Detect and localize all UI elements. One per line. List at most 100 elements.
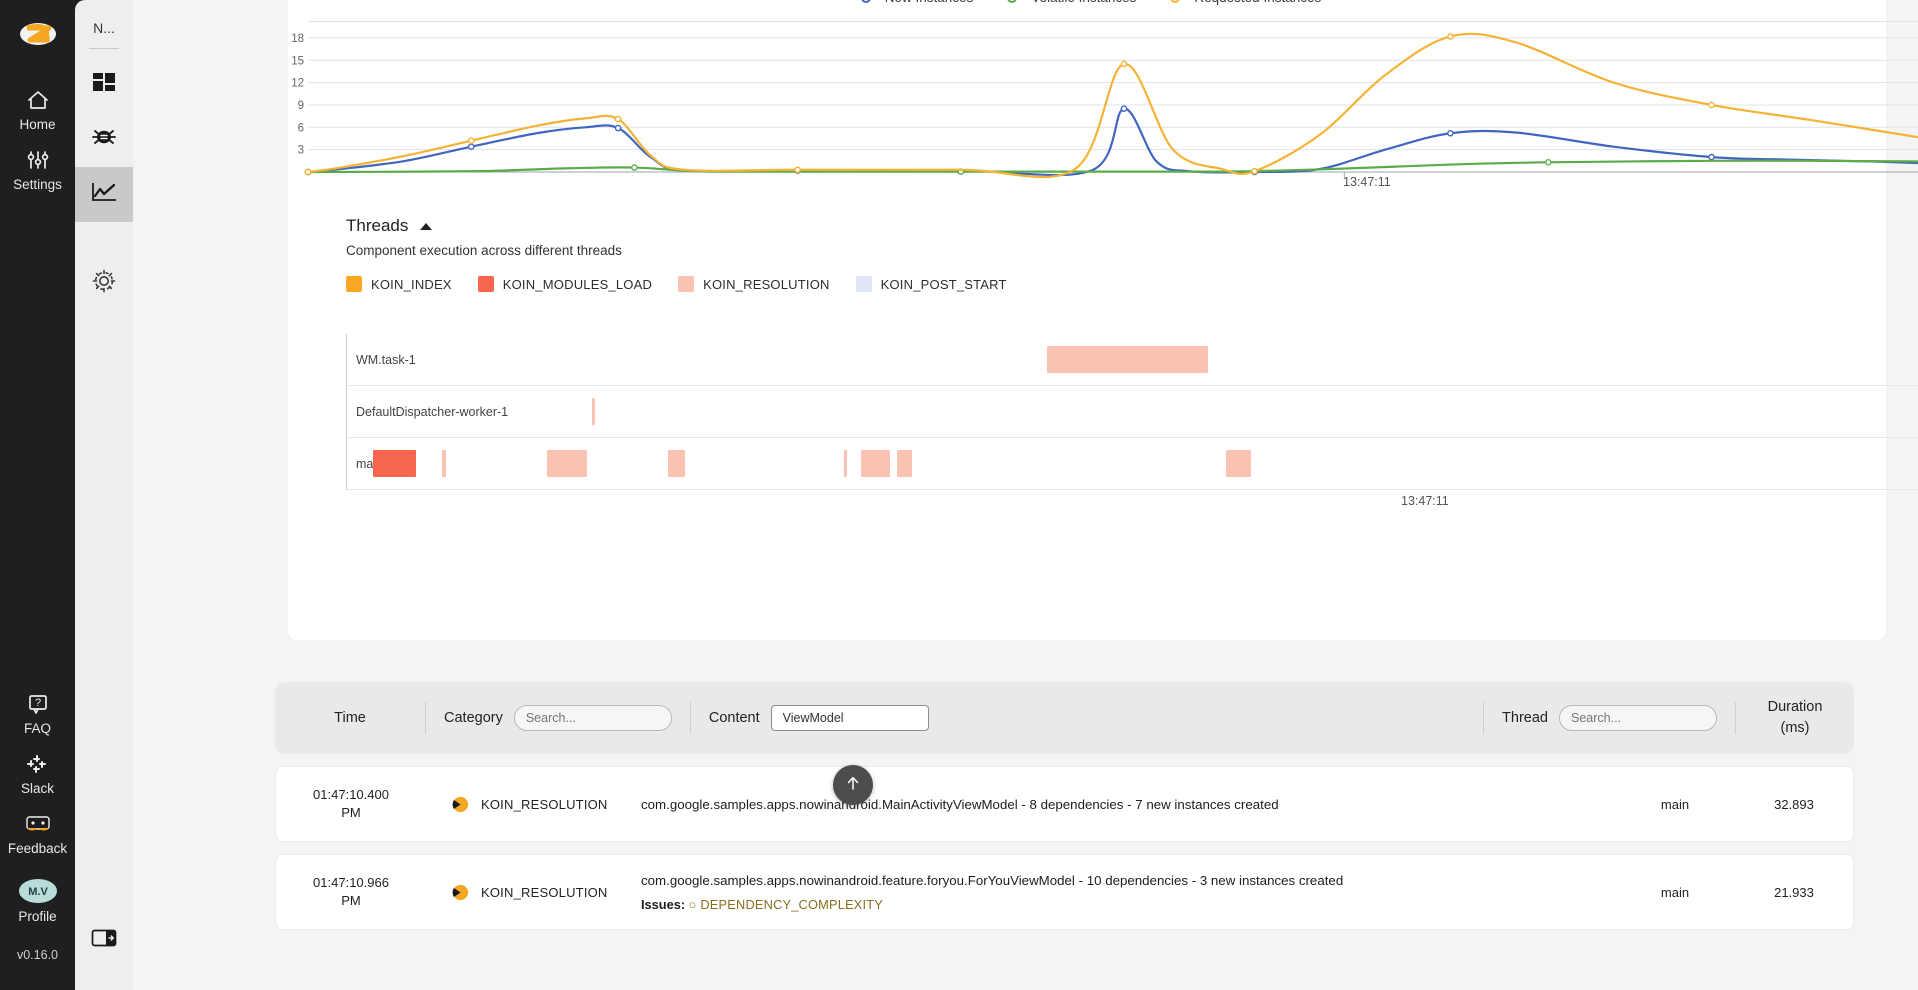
cell-content: com.google.samples.apps.nowinandroid.Mai… <box>641 794 1615 815</box>
cell-thread: main <box>1660 796 1690 812</box>
rail2-item-charts[interactable] <box>75 167 133 222</box>
primary-nav-rail: Home Settings ? <box>0 0 75 990</box>
koin-resolution-icon <box>452 796 469 813</box>
chart-y-tick: 6 <box>298 122 304 134</box>
cell-duration: 32.893 <box>1774 796 1814 812</box>
timeline-bar[interactable] <box>372 450 416 477</box>
header-divider <box>1735 702 1736 734</box>
filter-content: Content <box>691 705 947 731</box>
feedback-icon <box>23 812 53 838</box>
cell-category: KOIN_RESOLUTION <box>426 884 641 901</box>
thread-legend-swatch <box>855 276 872 292</box>
column-header-category: Category <box>444 710 503 726</box>
timeline-bar[interactable] <box>860 450 891 477</box>
bug-icon <box>91 125 117 154</box>
caret-up-icon[interactable] <box>420 222 433 230</box>
chart-y-tick: 18 <box>291 33 304 45</box>
rail-item-slack[interactable]: Slack <box>0 752 75 796</box>
analytics-card: New Instances Volatile Instances Request… <box>288 0 1918 640</box>
issues-label: Issues: <box>641 896 686 912</box>
thread-legend-item[interactable]: KOIN_MODULES_LOAD <box>477 276 652 292</box>
thread-legend-item[interactable]: KOIN_POST_START <box>855 276 1007 292</box>
rail-item-settings-label: Settings <box>13 177 62 192</box>
category-label: KOIN_RESOLUTION <box>481 796 608 812</box>
thread-search-input[interactable] <box>1559 705 1717 731</box>
thread-legend-item[interactable]: KOIN_INDEX <box>346 276 452 292</box>
chart-x-tick-label: 13:47:11 <box>1343 175 1391 189</box>
rail2-project-name[interactable]: N... <box>93 20 115 36</box>
rail-item-home[interactable]: Home <box>0 88 75 132</box>
category-search-input[interactable] <box>513 705 672 731</box>
rail-item-feedback[interactable]: Feedback <box>0 812 75 856</box>
home-icon <box>25 88 51 114</box>
settings-sliders-icon <box>25 148 51 174</box>
category-label: KOIN_RESOLUTION <box>481 884 608 900</box>
threads-title-row: Threads <box>346 216 1886 236</box>
timeline-row-label: DefaultDispatcher-worker-1 <box>356 404 509 419</box>
rail2-item-bug[interactable] <box>75 112 133 167</box>
issues-value[interactable]: ○ DEPENDENCY_COMPLEXITY <box>688 896 884 912</box>
timeline-bar[interactable] <box>591 398 595 425</box>
column-header-duration: Duration (ms) <box>1736 697 1854 739</box>
timeline-axis-line <box>346 334 347 490</box>
timeline-bar[interactable] <box>546 450 587 477</box>
column-header-time: Time <box>334 710 366 726</box>
timeline-row[interactable]: DefaultDispatcher-worker-1 <box>346 386 1918 438</box>
table-body: 01:47:10.400 PM KOIN_RESOLUTION com.google… <box>275 766 1854 930</box>
timeline-bar[interactable] <box>1225 450 1251 477</box>
timeline-bar[interactable] <box>897 450 913 477</box>
time-meridiem: PM <box>341 805 361 820</box>
rail-item-profile[interactable]: M.V Profile <box>0 878 75 924</box>
rail2-item-settings[interactable] <box>75 256 133 311</box>
timeline-row[interactable]: main <box>346 438 1918 490</box>
thread-legend-item[interactable]: KOIN_RESOLUTION <box>678 276 830 292</box>
cell-category: KOIN_RESOLUTION <box>426 796 641 813</box>
panel-collapse-icon <box>91 928 117 953</box>
threads-timeline[interactable]: WM.task-1 DefaultDispatcher-worker-1 main <box>346 334 1918 490</box>
app-version: v0.16.0 <box>16 948 58 962</box>
rail-item-profile-label: Profile <box>18 909 57 924</box>
chart-legend: New Instances Volatile Instances Request… <box>288 0 1886 5</box>
rail2-item-dashboard[interactable] <box>75 57 133 112</box>
timeline-x-tick-label: 13:47:11 <box>1401 494 1449 508</box>
threads-section-header: Threads Component execution across diffe… <box>288 200 1886 292</box>
rail-item-home-label: Home <box>19 117 56 132</box>
thread-legend-label: KOIN_INDEX <box>371 276 452 292</box>
instances-line-chart[interactable]: 3 6 9 12 15 18 13:47:11 <box>288 15 1918 200</box>
legend-label: Requested Instances <box>1194 0 1321 5</box>
content-text: com.google.samples.apps.nowinandroid.Mai… <box>641 796 1279 812</box>
column-header-thread: Thread <box>1502 710 1548 726</box>
zenith-logo[interactable] <box>18 14 58 54</box>
table-row[interactable]: 01:47:10.400 PM KOIN_RESOLUTION com.google… <box>275 766 1854 842</box>
rail2-item-collapse-panel[interactable] <box>75 913 133 968</box>
filter-thread: Thread <box>1484 705 1735 731</box>
time-value: 01:47:10.400 <box>313 787 389 802</box>
duration-label: Duration <box>1767 699 1823 715</box>
chart-y-tick: 9 <box>298 100 304 112</box>
chart-line-icon <box>90 180 118 209</box>
rail-item-settings[interactable]: Settings <box>0 148 75 192</box>
timeline-bar[interactable] <box>442 450 446 477</box>
table-row[interactable]: 01:47:10.966 PM KOIN_RESOLUTION com.google… <box>275 854 1854 930</box>
chart-y-tick: 15 <box>291 55 304 67</box>
chart-y-tick: 12 <box>291 78 304 90</box>
timeline-bar[interactable] <box>668 450 685 477</box>
legend-item-new-instances[interactable]: New Instances <box>853 0 973 5</box>
scroll-to-top-button[interactable] <box>833 765 873 805</box>
legend-item-volatile-instances[interactable]: Volatile Instances <box>999 0 1136 5</box>
timeline-bar[interactable] <box>844 450 848 477</box>
timeline-bar[interactable] <box>1046 346 1208 373</box>
rail-item-faq[interactable]: ? FAQ <box>0 692 75 736</box>
header-divider <box>689 702 691 734</box>
thread-legend-swatch <box>477 276 494 292</box>
content-issues: Issues: ○ DEPENDENCY_COMPLEXITY <box>641 894 1615 915</box>
secondary-nav-rail: N... <box>75 0 133 990</box>
content-search-input[interactable] <box>770 705 929 731</box>
faq-icon: ? <box>25 692 51 718</box>
thread-legend-label: KOIN_POST_START <box>880 276 1007 292</box>
legend-item-requested-instances[interactable]: Requested Instances <box>1162 0 1321 5</box>
timeline-row[interactable]: WM.task-1 <box>346 334 1918 386</box>
content-text: com.google.samples.apps.nowinandroid.fea… <box>641 872 1344 888</box>
thread-legend-swatch <box>678 276 695 292</box>
